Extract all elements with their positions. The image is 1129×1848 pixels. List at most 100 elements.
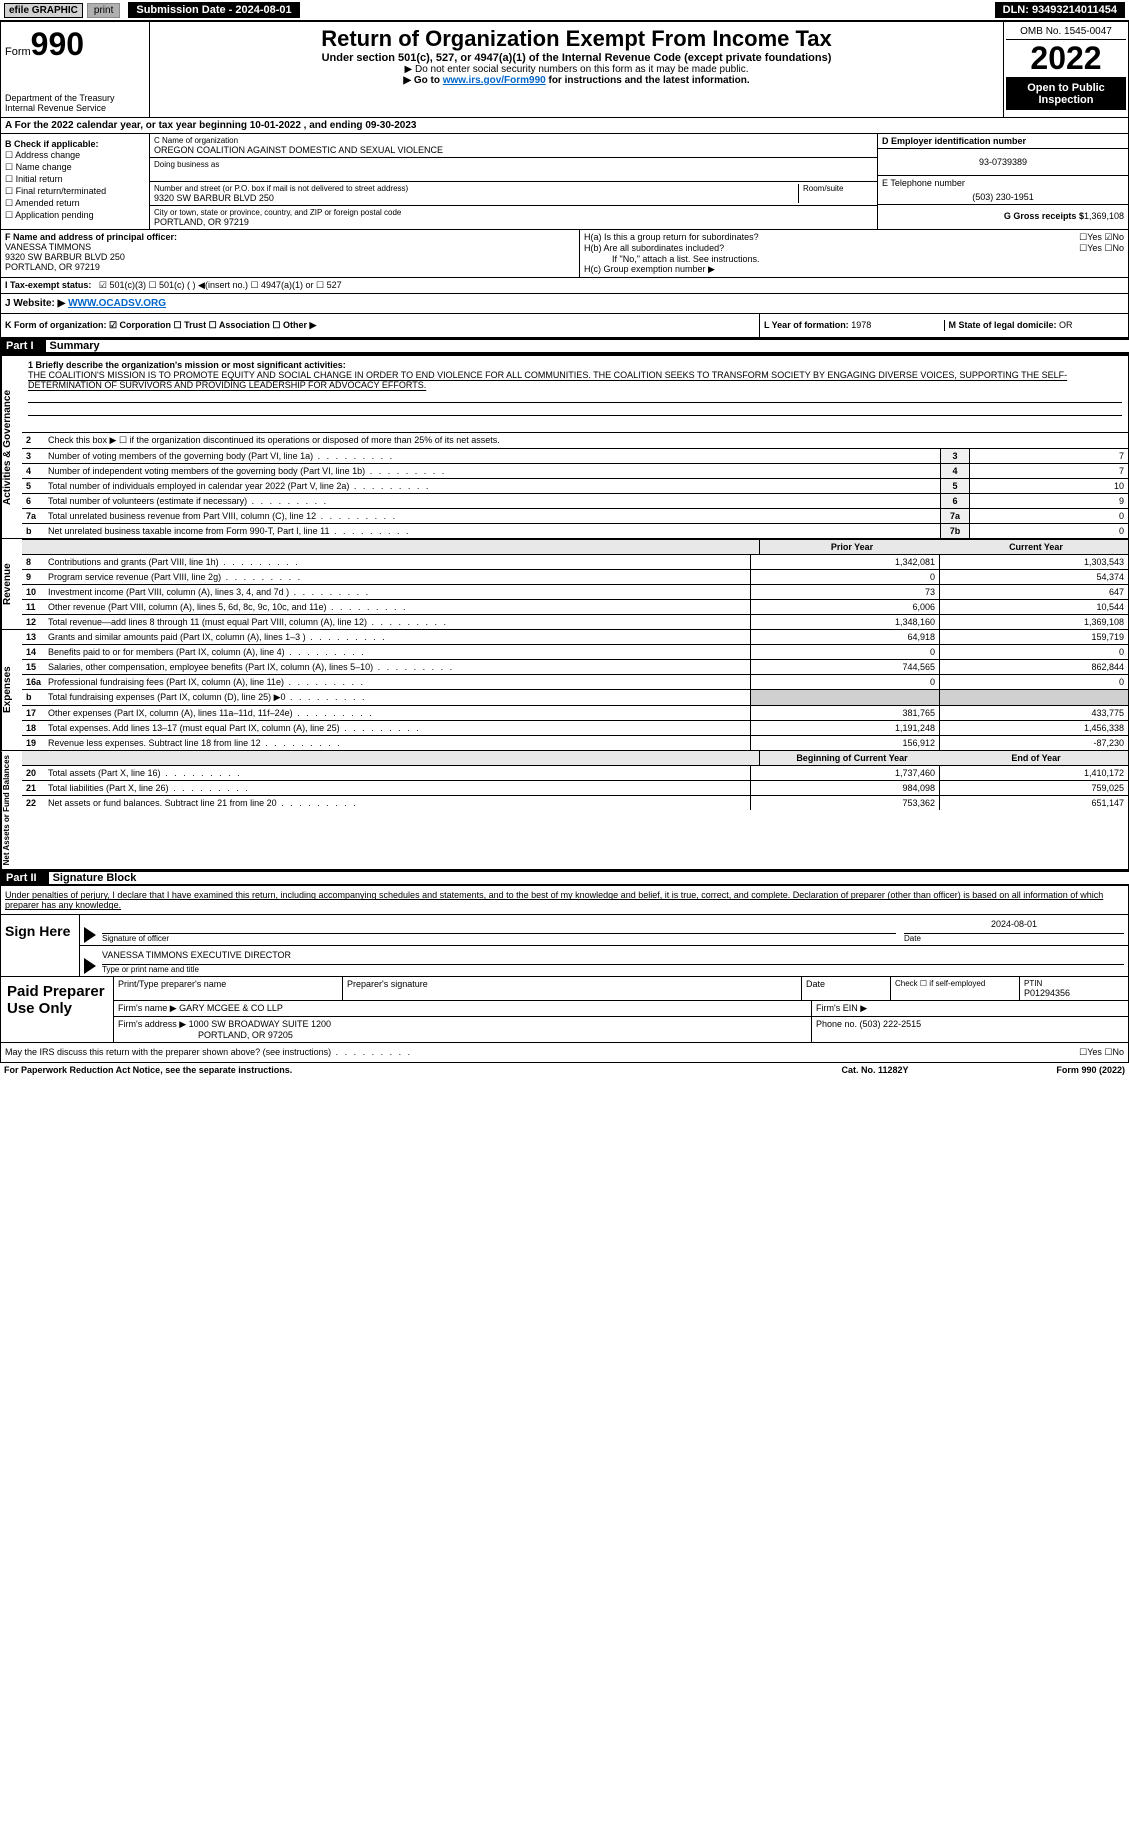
c-label: C Name of organization <box>154 136 873 145</box>
revenue-line-11: 11Other revenue (Part VIII, column (A), … <box>22 600 1128 615</box>
fin-prior: 156,912 <box>751 736 940 750</box>
sign-body: Signature of officer 2024-08-01 Date VAN… <box>80 915 1128 976</box>
efile-label: efile GRAPHIC <box>4 3 83 18</box>
expense-line-19: 19Revenue less expenses. Subtract line 1… <box>22 736 1128 750</box>
entity-de: D Employer identification number 93-0739… <box>877 134 1128 229</box>
name-row: VANESSA TIMMONS EXECUTIVE DIRECTOR Type … <box>80 946 1128 976</box>
revenue-line-9: 9Program service revenue (Part VIII, lin… <box>22 570 1128 585</box>
fin-label: 19Revenue less expenses. Subtract line 1… <box>22 736 751 750</box>
fin-curr: 0 <box>940 675 1128 689</box>
prep-date-label: Date <box>802 977 891 1000</box>
chk-address[interactable]: Address change <box>5 150 145 161</box>
revenue-header: Prior Year Current Year <box>22 539 1128 555</box>
part1-title: Summary <box>46 340 1129 352</box>
spacer <box>22 540 760 554</box>
revenue-line-12: 12Total revenue—add lines 8 through 11 (… <box>22 615 1128 629</box>
line-box: 6 <box>940 494 970 508</box>
arrow-icon <box>84 927 96 943</box>
eoy-header: End of Year <box>944 751 1128 765</box>
chk-name[interactable]: Name change <box>5 162 145 173</box>
dln: DLN: 93493214011454 <box>995 2 1125 18</box>
line-4: 4Number of independent voting members of… <box>22 464 1128 479</box>
fin-label: 15Salaries, other compensation, employee… <box>22 660 751 674</box>
assets-section: Net Assets or Fund Balances Beginning of… <box>0 751 1129 870</box>
fin-label: 13Grants and similar amounts paid (Part … <box>22 630 751 644</box>
sig-date: 2024-08-01 <box>904 919 1124 934</box>
chk-amended[interactable]: Amended return <box>5 198 145 209</box>
ptin-cell: PTIN P01294356 <box>1020 977 1128 1000</box>
sign-here-label: Sign Here <box>1 915 80 976</box>
firm-addr-label: Firm's address ▶ <box>118 1019 186 1029</box>
line-label: bNet unrelated business taxable income f… <box>22 524 940 538</box>
print-button[interactable]: print <box>87 3 120 18</box>
vtext-assets: Net Assets or Fund Balances <box>1 751 22 869</box>
line-3: 3Number of voting members of the governi… <box>22 449 1128 464</box>
fin-prior: 1,191,248 <box>751 721 940 735</box>
fin-label: 11Other revenue (Part VIII, column (A), … <box>22 600 751 614</box>
chk-final[interactable]: Final return/terminated <box>5 186 145 197</box>
part1-header: Part I <box>0 338 40 354</box>
expense-line-16a: 16aProfessional fundraising fees (Part I… <box>22 675 1128 690</box>
py-header: Prior Year <box>760 540 944 554</box>
mission-label: 1 Briefly describe the organization's mi… <box>28 360 346 370</box>
fin-curr: 862,844 <box>940 660 1128 674</box>
entity-block: B Check if applicable: Address change Na… <box>0 134 1129 230</box>
irs-link[interactable]: www.irs.gov/Form990 <box>443 75 546 86</box>
chk-pending[interactable]: Application pending <box>5 210 145 221</box>
gross-receipts: G Gross receipts $1,369,108 <box>878 205 1128 227</box>
k-block: K Form of organization: ☑ Corporation ☐ … <box>1 314 760 337</box>
assets-body: Beginning of Current Year End of Year 20… <box>22 751 1128 869</box>
paid-preparer-block: Paid Preparer Use Only Print/Type prepar… <box>0 977 1129 1043</box>
firm-phone: (503) 222-2515 <box>860 1019 922 1029</box>
footer-left: For Paperwork Reduction Act Notice, see … <box>4 1065 775 1075</box>
vtext-expenses: Expenses <box>1 630 22 750</box>
line-6: 6Total number of volunteers (estimate if… <box>22 494 1128 509</box>
link-pre: ▶ Go to <box>403 75 442 86</box>
entity-c: C Name of organization OREGON COALITION … <box>150 134 877 229</box>
line-val: 0 <box>970 524 1128 538</box>
ha-yn: ☐Yes ☑No <box>1079 232 1124 243</box>
fin-prior: 1,342,081 <box>751 555 940 569</box>
i-line: I Tax-exempt status: ☑ 501(c)(3) ☐ 501(c… <box>0 278 1129 294</box>
firm-addr1: 1000 SW BROADWAY SUITE 1200 <box>189 1019 331 1029</box>
line-box: 7b <box>940 524 970 538</box>
addr-label: Number and street (or P.O. box if mail i… <box>154 184 794 193</box>
line-val: 10 <box>970 479 1128 493</box>
section-a-text: A For the 2022 calendar year, or tax yea… <box>5 120 416 131</box>
revenue-line-10: 10Investment income (Part VIII, column (… <box>22 585 1128 600</box>
activities-governance: Activities & Governance 1 Briefly descri… <box>0 354 1129 539</box>
paid-label: Paid Preparer Use Only <box>1 977 114 1042</box>
line-val: 7 <box>970 449 1128 463</box>
vtext-activities: Activities & Governance <box>1 356 22 538</box>
kl-line: K Form of organization: ☑ Corporation ☐ … <box>0 314 1129 338</box>
line-box: 5 <box>940 479 970 493</box>
expense-line-14: 14Benefits paid to or for members (Part … <box>22 645 1128 660</box>
line-label: 3Number of voting members of the governi… <box>22 449 940 463</box>
line-5: 5Total number of individuals employed in… <box>22 479 1128 494</box>
line-label: 6Total number of volunteers (estimate if… <box>22 494 940 508</box>
form-right: OMB No. 1545-0047 2022 Open to Public In… <box>1003 22 1128 117</box>
omb-number: OMB No. 1545-0047 <box>1006 24 1126 40</box>
firm-addr-row: Firm's address ▶ 1000 SW BROADWAY SUITE … <box>114 1017 1128 1042</box>
firm-name-label: Firm's name ▶ <box>118 1003 177 1013</box>
line-7a: 7aTotal unrelated business revenue from … <box>22 509 1128 524</box>
addr-row: Number and street (or P.O. box if mail i… <box>150 182 877 206</box>
firm-name: GARY MCGEE & CO LLP <box>179 1003 283 1013</box>
website-link[interactable]: WWW.OCADSV.ORG <box>68 298 166 309</box>
arrow-icon <box>84 958 96 974</box>
fin-label: 14Benefits paid to or for members (Part … <box>22 645 751 659</box>
fin-curr: 10,544 <box>940 600 1128 614</box>
part2-title: Signature Block <box>49 872 1129 884</box>
firm-name-row: Firm's name ▶ GARY MCGEE & CO LLP Firm's… <box>114 1001 1128 1017</box>
dept-treasury: Department of the Treasury <box>5 93 145 103</box>
fin-prior: 0 <box>751 675 940 689</box>
fin-label: 16aProfessional fundraising fees (Part I… <box>22 675 751 689</box>
firm-addr2: PORTLAND, OR 97205 <box>118 1030 807 1040</box>
chk-initial[interactable]: Initial return <box>5 174 145 185</box>
form-number: 990 <box>31 26 84 62</box>
line-val: 7 <box>970 464 1128 478</box>
form-label: Form <box>5 46 31 58</box>
fin-label: 8Contributions and grants (Part VIII, li… <box>22 555 751 569</box>
room-label: Room/suite <box>803 184 873 193</box>
fin-curr: 159,719 <box>940 630 1128 644</box>
